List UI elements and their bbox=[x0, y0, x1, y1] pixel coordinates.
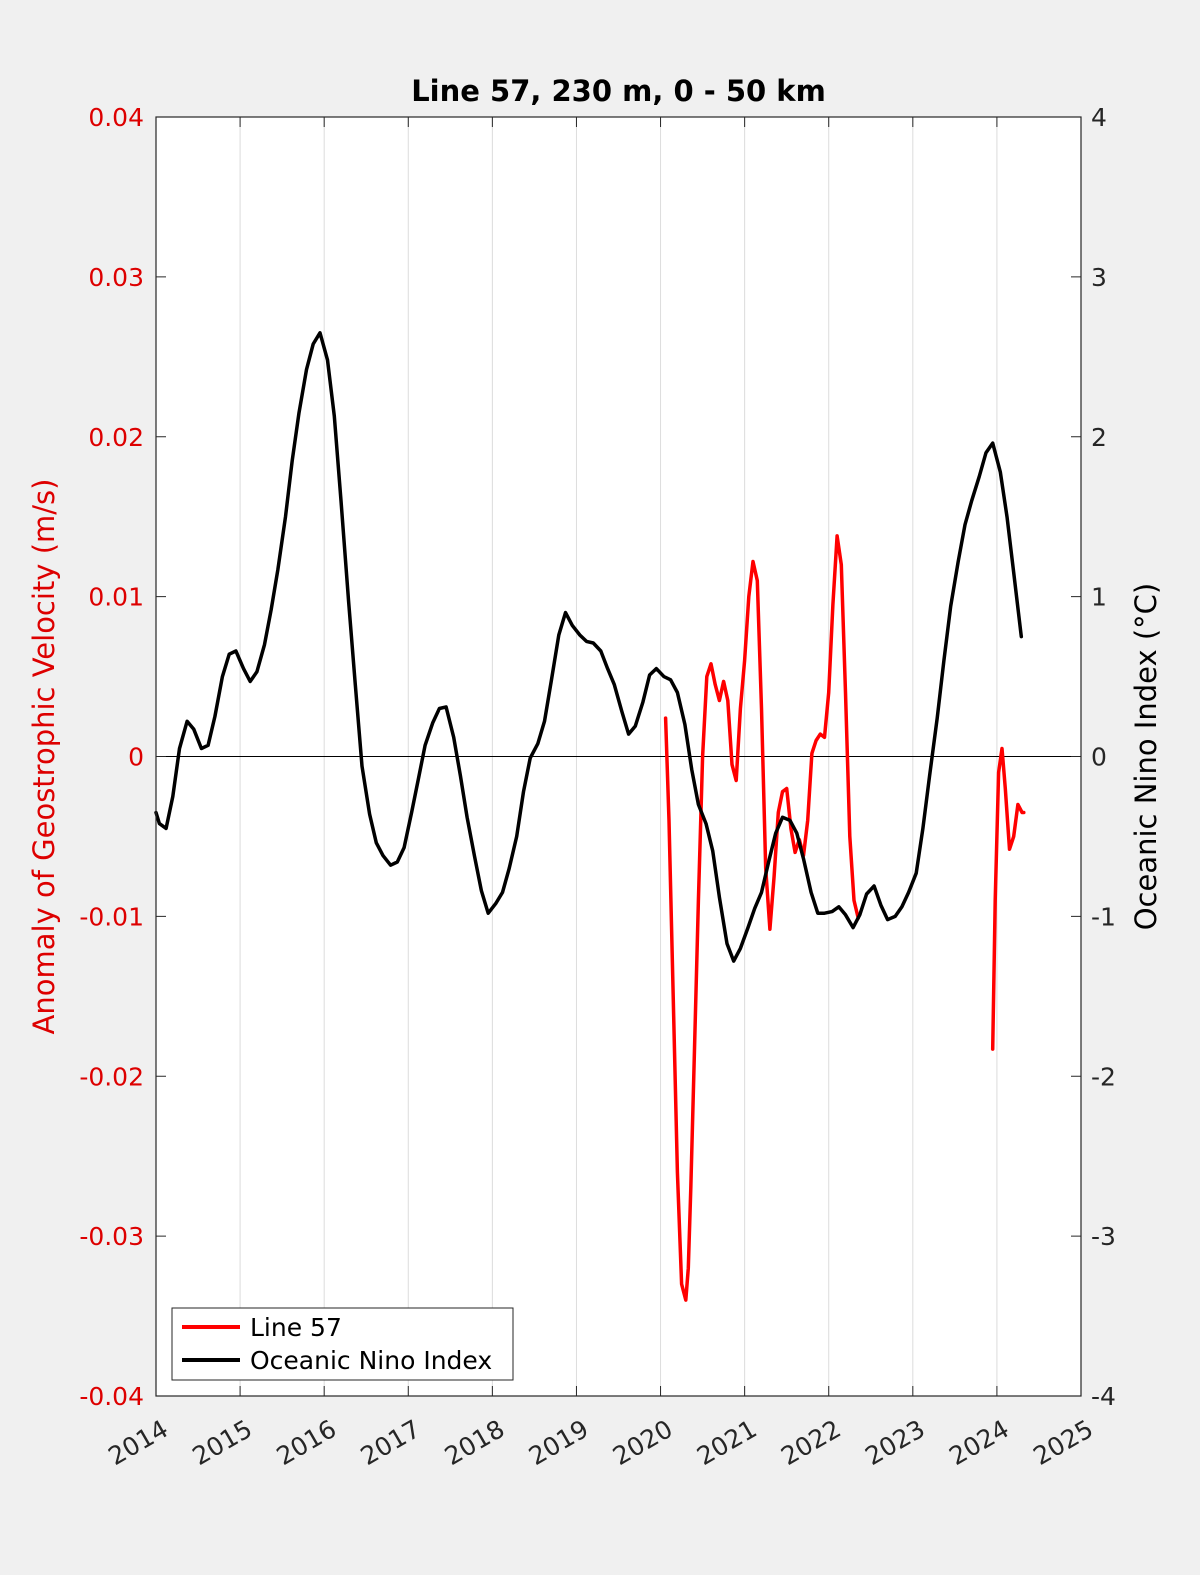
y-right-tick-label: 0 bbox=[1091, 743, 1107, 772]
y-right-tick-label: 2 bbox=[1091, 423, 1107, 452]
y-right-tick-label: 1 bbox=[1091, 583, 1107, 612]
y-right-tick-label: -1 bbox=[1091, 902, 1116, 931]
y-left-tick-label: -0.02 bbox=[79, 1062, 144, 1091]
legend-label-oni: Oceanic Nino Index bbox=[250, 1346, 492, 1375]
y-right-tick-label: -2 bbox=[1091, 1062, 1116, 1091]
chart-title: Line 57, 230 m, 0 - 50 km bbox=[411, 74, 826, 108]
y-left-tick-label: -0.04 bbox=[79, 1382, 144, 1411]
y-left-tick-label: 0.04 bbox=[88, 103, 144, 132]
y-left-tick-label: -0.03 bbox=[79, 1222, 144, 1251]
y-left-tick-label: 0.02 bbox=[88, 423, 144, 452]
series-line-57 bbox=[663, 534, 1026, 1302]
series-layer bbox=[154, 331, 1026, 1302]
y-right-tick-label: 3 bbox=[1091, 263, 1107, 292]
y-left-tick-label: -0.01 bbox=[79, 902, 144, 931]
legend-box bbox=[171, 1307, 514, 1381]
y-right-tick-label: -4 bbox=[1091, 1382, 1116, 1411]
y-left-tick-label: 0.01 bbox=[88, 583, 144, 612]
legend: Line 57 Oceanic Nino Index bbox=[171, 1307, 514, 1381]
y-axis-right-label: Oceanic Nino Index (°C) bbox=[1129, 583, 1163, 931]
y-left-tick-label: 0 bbox=[128, 743, 144, 772]
y-axis-left-label: Anomaly of Geostrophic Velocity (m/s) bbox=[27, 479, 61, 1035]
y-right-tick-label: 4 bbox=[1091, 103, 1107, 132]
series-oceanic-nino-index bbox=[154, 331, 1024, 963]
y-right-tick-label: -3 bbox=[1091, 1222, 1116, 1251]
legend-label-line-57: Line 57 bbox=[250, 1313, 342, 1342]
y-left-tick-label: 0.03 bbox=[88, 263, 144, 292]
